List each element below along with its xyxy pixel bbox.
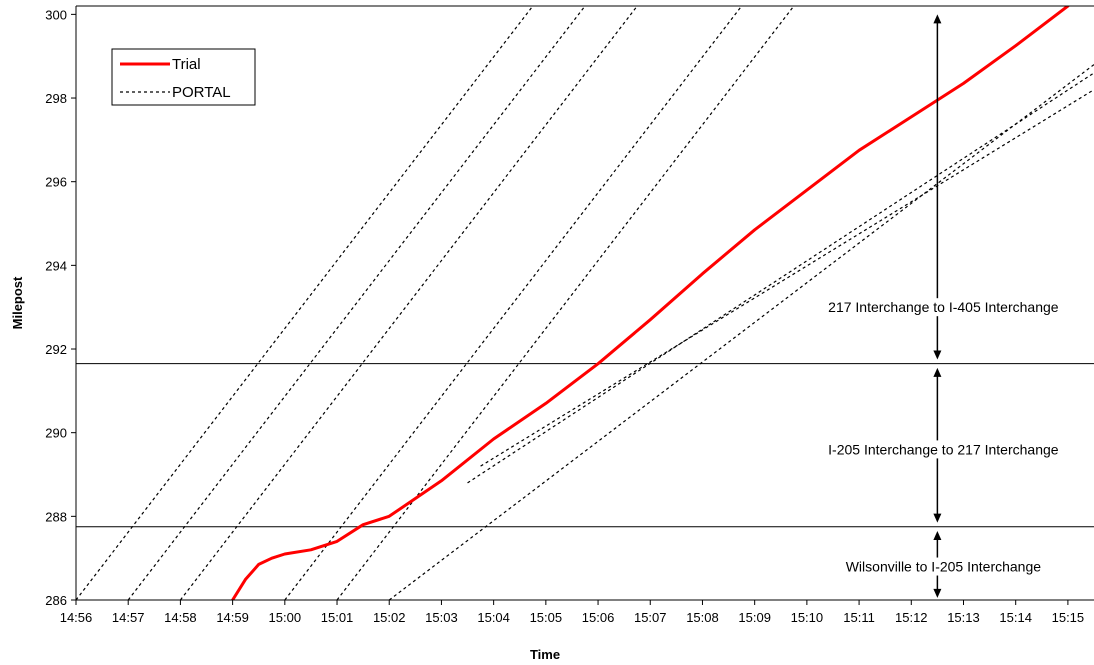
annotations-layer: 217 Interchange to I-405 Interchange I-20… (825, 14, 1062, 598)
reference-lines-layer (76, 363, 1094, 528)
y-tick-label-296: 296 (45, 175, 67, 190)
annotation-arrowhead-bottom-3 (933, 588, 942, 598)
x-tick-label-1510: 15:10 (791, 610, 824, 625)
annotation-arrowhead-top-3 (933, 530, 942, 540)
x-tick-label-1511: 15:11 (843, 610, 875, 625)
annotation-label-1: 217 Interchange to I-405 Interchange (828, 299, 1059, 315)
x-tick-label-1501: 15:01 (321, 610, 354, 625)
x-tick-label-1506: 15:06 (582, 610, 615, 625)
y-tick-label-290: 290 (45, 426, 67, 441)
legend-marker-trial (143, 62, 147, 66)
portal-line-8 (480, 89, 1094, 467)
x-tick-label-1503: 15:03 (425, 610, 458, 625)
y-tick-label-294: 294 (45, 258, 67, 273)
x-tick-label-1512: 15:12 (895, 610, 928, 625)
y-axis-title: Milepost (10, 276, 25, 329)
annotation-label-3: Wilsonville to I-205 Interchange (846, 559, 1042, 575)
y-tick-label-292: 292 (45, 342, 67, 357)
annotation-arrowhead-bottom-1 (933, 350, 942, 360)
annotation-label-bg-1 (825, 298, 1062, 317)
x-tick-label-1502: 15:02 (373, 610, 406, 625)
portal-line-6 (388, 64, 1094, 600)
x-axis-title: Time (530, 647, 560, 662)
x-tick-label-1504: 15:04 (477, 610, 510, 625)
portal-line-5 (336, 6, 795, 600)
x-tick-label-1507: 15:07 (634, 610, 667, 625)
portal-lines-layer (76, 6, 1094, 600)
x-tick-label-1515: 15:15 (1052, 610, 1085, 625)
annotation-arrowhead-bottom-2 (933, 513, 942, 523)
portal-line-7 (467, 72, 1094, 484)
x-tick-label-1500: 15:00 (269, 610, 302, 625)
legend: Trial PORTAL (111, 48, 256, 106)
y-tick-label-286: 286 (45, 593, 67, 608)
trial-series-layer (231, 6, 1070, 600)
x-tick-label-1514: 15:14 (999, 610, 1032, 625)
annotation-label-bg-2 (825, 440, 1062, 459)
x-tick-label-1508: 15:08 (686, 610, 719, 625)
legend-label-portal: PORTAL (172, 84, 231, 101)
legend-box (111, 48, 256, 106)
annotation-label-2: I-205 Interchange to 217 Interchange (828, 441, 1059, 457)
axes-layer: 286 288 290 292 294 296 298 300 14:56 14:57 14:58 1… (10, 5, 1094, 662)
x-tick-label-1509: 15:09 (738, 610, 771, 625)
y-tick-label-298: 298 (45, 91, 67, 106)
annotation-arrowhead-top-2 (933, 367, 942, 377)
portal-line-2 (127, 6, 586, 600)
y-tick-label-300: 300 (45, 7, 67, 22)
portal-line-1 (76, 6, 534, 600)
portal-line-4 (284, 6, 743, 600)
portal-line-3 (179, 6, 638, 600)
y-tick-label-288: 288 (45, 509, 67, 524)
x-tick-label-1513: 15:13 (947, 610, 980, 625)
x-tick-label-1457: 14:57 (112, 610, 145, 625)
trial-line (231, 6, 1070, 600)
x-tick-label-1458: 14:58 (164, 610, 197, 625)
annotation-label-bg-3 (842, 557, 1045, 576)
x-tick-label-1456: 14:56 (60, 610, 93, 625)
x-tick-label-1459: 14:59 (216, 610, 249, 625)
annotation-arrowhead-top-1 (933, 14, 942, 24)
x-tick-label-1505: 15:05 (530, 610, 563, 625)
legend-label-trial: Trial (172, 56, 201, 73)
